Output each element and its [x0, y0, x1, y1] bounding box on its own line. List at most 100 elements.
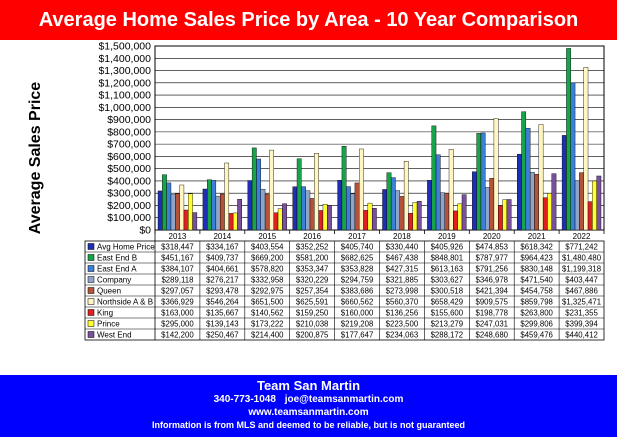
data-label: $159,250: [296, 309, 329, 318]
data-label: $454,758: [520, 287, 553, 296]
bar: [427, 180, 432, 231]
bar: [211, 180, 217, 231]
bar: [521, 111, 527, 231]
bar: [363, 210, 369, 231]
y-tick-label: $1,300,000: [98, 65, 151, 77]
data-label: $467,886: [565, 287, 598, 296]
data-label: $459,476: [520, 331, 553, 340]
bar: [412, 202, 418, 231]
bar: [292, 186, 298, 231]
data-label: $403,554: [251, 243, 284, 252]
data-label: $257,354: [296, 287, 329, 296]
legend-swatch: [87, 331, 95, 338]
bar: [318, 210, 324, 231]
bar: [264, 193, 270, 231]
bar: [350, 193, 356, 231]
y-tick-label: $600,000: [107, 151, 151, 163]
data-label: $405,926: [431, 243, 464, 252]
bar: [579, 172, 584, 231]
data-label: $791,256: [475, 265, 508, 274]
legend-swatch: [87, 254, 95, 261]
data-label: $658,429: [431, 298, 464, 307]
bar: [502, 199, 508, 231]
bar: [309, 198, 315, 231]
bar: [382, 189, 388, 231]
bar: [296, 158, 302, 231]
legend-label: Company: [97, 276, 131, 285]
x-tick-label: 2016: [303, 232, 321, 241]
bar: [525, 127, 531, 231]
bar: [188, 193, 193, 231]
data-label: $295,000: [161, 320, 194, 329]
bar: [534, 174, 540, 231]
x-tick-label: 2020: [483, 232, 501, 241]
bar: [341, 146, 347, 231]
bar: [228, 213, 234, 231]
bar: [448, 149, 454, 231]
bar: [489, 178, 495, 231]
bar: [529, 171, 535, 231]
bar: [403, 161, 409, 231]
data-label: $334,167: [206, 243, 239, 252]
data-label: $294,759: [341, 276, 374, 285]
data-label: $163,000: [161, 309, 194, 318]
data-label: $409,737: [206, 254, 239, 263]
data-label: $560,370: [386, 298, 419, 307]
data-label: $321,885: [386, 276, 419, 285]
bar: [386, 172, 392, 231]
data-label: $427,315: [386, 265, 419, 274]
data-label: $263,800: [520, 309, 553, 318]
y-tick-label: $1,000,000: [98, 102, 151, 114]
footer-website[interactable]: www.teamsanmartin.com: [248, 407, 369, 418]
legend-swatch: [87, 320, 95, 327]
data-label: $318,447: [161, 243, 194, 252]
data-label: $353,828: [341, 265, 374, 274]
bar: [157, 190, 163, 231]
data-label: $234,063: [386, 331, 419, 340]
data-label: $440,412: [565, 331, 598, 340]
data-label: $303,627: [431, 276, 464, 285]
bar: [390, 177, 396, 231]
bar: [498, 205, 503, 231]
y-tick-label: $500,000: [107, 163, 151, 175]
legend-swatch: [87, 309, 95, 316]
data-label: $474,853: [475, 243, 508, 252]
y-tick-label: $1,500,000: [98, 41, 151, 53]
data-label: $136,256: [386, 309, 419, 318]
bar: [170, 194, 176, 231]
bar: [408, 213, 413, 231]
data-label: $273,998: [386, 287, 419, 296]
data-label: $651,500: [251, 298, 284, 307]
data-label: $964,423: [520, 254, 553, 263]
data-label: $399,394: [565, 320, 598, 329]
data-label: $223,500: [386, 320, 419, 329]
bar: [440, 192, 445, 231]
bar: [493, 118, 499, 231]
bar: [551, 173, 557, 231]
bar: [485, 187, 490, 231]
bar: [305, 190, 311, 231]
bar: [453, 210, 458, 231]
bar: [416, 201, 422, 231]
bar: [480, 132, 486, 231]
data-label: $1,325,471: [562, 298, 601, 307]
data-label: $546,264: [206, 298, 239, 307]
data-label: $139,143: [206, 320, 239, 329]
data-label: $300,518: [431, 287, 464, 296]
bar: [435, 154, 441, 231]
legend-swatch: [87, 298, 95, 305]
chart: $0$100,000$200,000$300,000$400,000$500,0…: [27, 41, 605, 341]
x-tick-label: 2022: [573, 232, 591, 241]
bar: [367, 202, 373, 231]
y-tick-label: $0: [139, 225, 151, 237]
x-tick-label: 2018: [393, 232, 411, 241]
y-tick-label: $1,100,000: [98, 90, 151, 102]
data-label: $405,740: [341, 243, 374, 252]
bar: [202, 188, 208, 231]
bar: [273, 212, 279, 231]
data-label: $1,199,318: [562, 265, 601, 274]
footer-email[interactable]: joe@teamsanmartin.com: [284, 394, 404, 405]
data-label: $213,279: [431, 320, 464, 329]
data-label: $859,798: [520, 298, 553, 307]
data-label: $293,478: [206, 287, 239, 296]
